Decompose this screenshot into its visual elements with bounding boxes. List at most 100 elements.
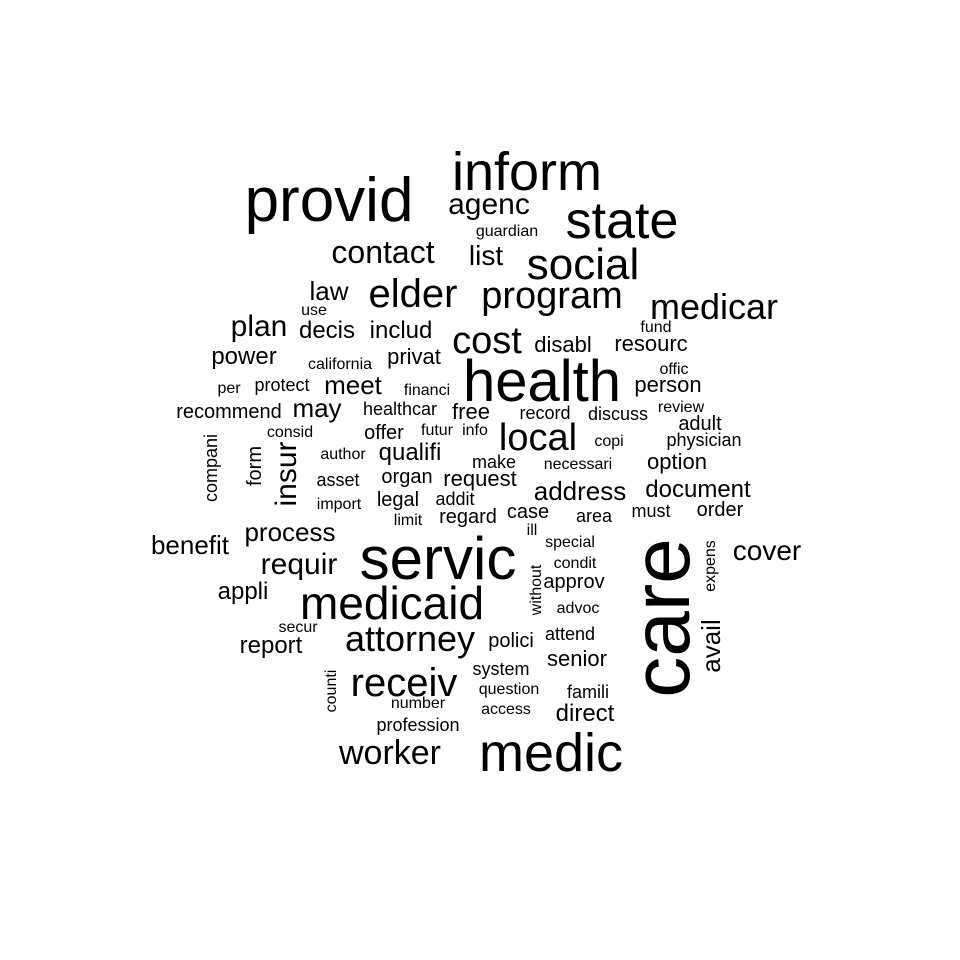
- word-california: california: [307, 356, 373, 373]
- word-state: state: [565, 192, 679, 250]
- word-per: per: [217, 380, 241, 397]
- word-consid: consid: [266, 424, 314, 441]
- word-use: use: [301, 302, 327, 319]
- word-privat: privat: [387, 344, 441, 369]
- word-limit: limit: [393, 512, 423, 529]
- word-social: social: [526, 240, 640, 289]
- word-area: area: [575, 506, 613, 526]
- word-address: address: [533, 476, 627, 506]
- word-discuss: discuss: [587, 404, 649, 424]
- word-approv: approv: [543, 571, 605, 593]
- word-famili: famili: [566, 682, 610, 702]
- word-request: request: [443, 466, 517, 491]
- word-compani: compani: [201, 433, 221, 503]
- word-guardian: guardian: [475, 223, 539, 240]
- word-program: program: [481, 275, 623, 317]
- word-list: list: [468, 240, 504, 271]
- word-counti: counti: [323, 669, 340, 713]
- word-attend: attend: [544, 624, 596, 644]
- word-necessari: necessari: [543, 456, 613, 473]
- word-document: document: [645, 476, 751, 503]
- word-plan: plan: [230, 310, 288, 343]
- word-recommend: recommend: [176, 401, 282, 423]
- word-review: review: [657, 399, 705, 416]
- word-offer: offer: [364, 422, 404, 444]
- word-worker: worker: [338, 734, 442, 772]
- word-futur: futur: [420, 422, 454, 439]
- word-qualifi: qualifi: [378, 439, 442, 466]
- word-cost: cost: [452, 320, 522, 362]
- word-power: power: [211, 343, 277, 370]
- word-local: local: [498, 417, 578, 459]
- word-organ: organ: [381, 466, 433, 488]
- word-fund: fund: [640, 319, 672, 336]
- word-requir: requir: [260, 548, 338, 581]
- word-law: law: [309, 276, 349, 306]
- word-elder: elder: [368, 272, 458, 316]
- word-protect: protect: [254, 375, 310, 395]
- word-make: make: [471, 452, 517, 472]
- word-benefit: benefit: [150, 530, 230, 560]
- word-includ: includ: [369, 317, 433, 344]
- word-asset: asset: [316, 470, 360, 490]
- word-question: question: [478, 681, 540, 698]
- word-healthcar: healthcar: [362, 399, 438, 419]
- word-form: form: [244, 446, 266, 486]
- word-contact: contact: [331, 234, 435, 270]
- word-medicaid: medicaid: [299, 577, 485, 629]
- word-system: system: [472, 659, 530, 679]
- word-author: author: [320, 446, 366, 463]
- word-avail: avail: [696, 619, 726, 673]
- word-insur: insur: [270, 441, 303, 507]
- word-direct: direct: [555, 700, 615, 727]
- word-copi: copi: [594, 433, 624, 450]
- word-disabl: disabl: [534, 332, 592, 357]
- word-medicar: medicar: [649, 286, 779, 327]
- word-adult: adult: [678, 413, 722, 435]
- word-must: must: [631, 501, 671, 521]
- word-person: person: [634, 372, 702, 397]
- word-addit: addit: [435, 489, 475, 509]
- word-number: number: [390, 695, 446, 712]
- word-order: order: [696, 499, 744, 521]
- word-free: free: [452, 399, 490, 424]
- word-meet: meet: [324, 370, 382, 400]
- word-medic: medic: [478, 723, 624, 783]
- word-access: access: [481, 701, 531, 718]
- word-cover: cover: [732, 535, 802, 566]
- word-attorney: attorney: [344, 618, 476, 659]
- word-option: option: [647, 449, 707, 474]
- word-appli: appli: [217, 578, 269, 605]
- word-polici: polici: [488, 630, 534, 652]
- word-ill: ill: [526, 522, 538, 539]
- word-record: record: [519, 403, 571, 423]
- word-senior: senior: [547, 646, 607, 671]
- word-process: process: [244, 517, 336, 547]
- word-without: without: [528, 564, 545, 616]
- word-info: info: [462, 422, 488, 439]
- word-care: care: [616, 538, 707, 698]
- word-receiv: receiv: [350, 661, 458, 705]
- word-special: special: [545, 534, 595, 551]
- word-case: case: [506, 501, 550, 523]
- word-profession: profession: [376, 715, 460, 735]
- word-secur: secur: [278, 619, 318, 636]
- word-inform: inform: [451, 142, 603, 202]
- word-advoc: advoc: [556, 600, 600, 617]
- word-physician: physician: [666, 430, 742, 450]
- word-health: health: [462, 349, 622, 414]
- word-regard: regard: [439, 506, 497, 528]
- word-decis: decis: [298, 317, 356, 344]
- word-import: import: [316, 496, 362, 513]
- word-servic: servic: [359, 525, 517, 592]
- word-may: may: [292, 393, 342, 423]
- word-financi: financi: [403, 382, 451, 399]
- word-agenc: agenc: [448, 188, 530, 221]
- word-condit: condit: [553, 555, 597, 572]
- word-offic: offic: [659, 361, 689, 378]
- word-report: report: [239, 632, 303, 659]
- word-resourc: resourc: [614, 331, 688, 356]
- word-legal: legal: [376, 489, 420, 511]
- word-provid: provid: [244, 166, 414, 235]
